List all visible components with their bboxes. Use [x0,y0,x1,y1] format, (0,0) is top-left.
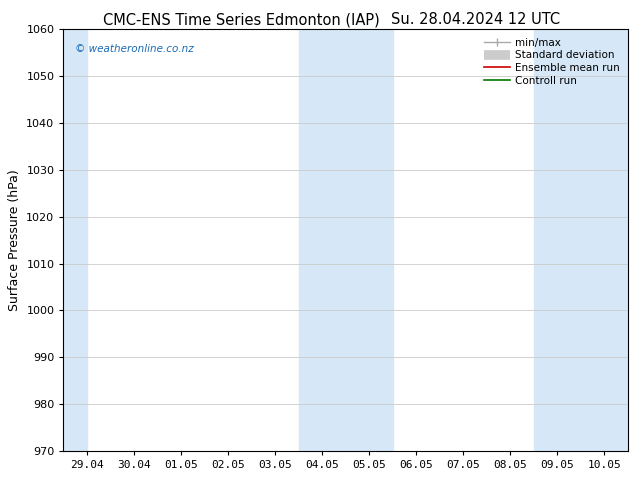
Legend: min/max, Standard deviation, Ensemble mean run, Controll run: min/max, Standard deviation, Ensemble me… [481,35,623,89]
Text: Su. 28.04.2024 12 UTC: Su. 28.04.2024 12 UTC [391,12,560,27]
Y-axis label: Surface Pressure (hPa): Surface Pressure (hPa) [8,169,21,311]
Bar [299,29,392,451]
Text: CMC-ENS Time Series Edmonton (IAP): CMC-ENS Time Series Edmonton (IAP) [103,12,379,27]
Bar [63,29,87,451]
Bar [534,29,628,451]
Text: © weatheronline.co.nz: © weatheronline.co.nz [75,44,193,54]
